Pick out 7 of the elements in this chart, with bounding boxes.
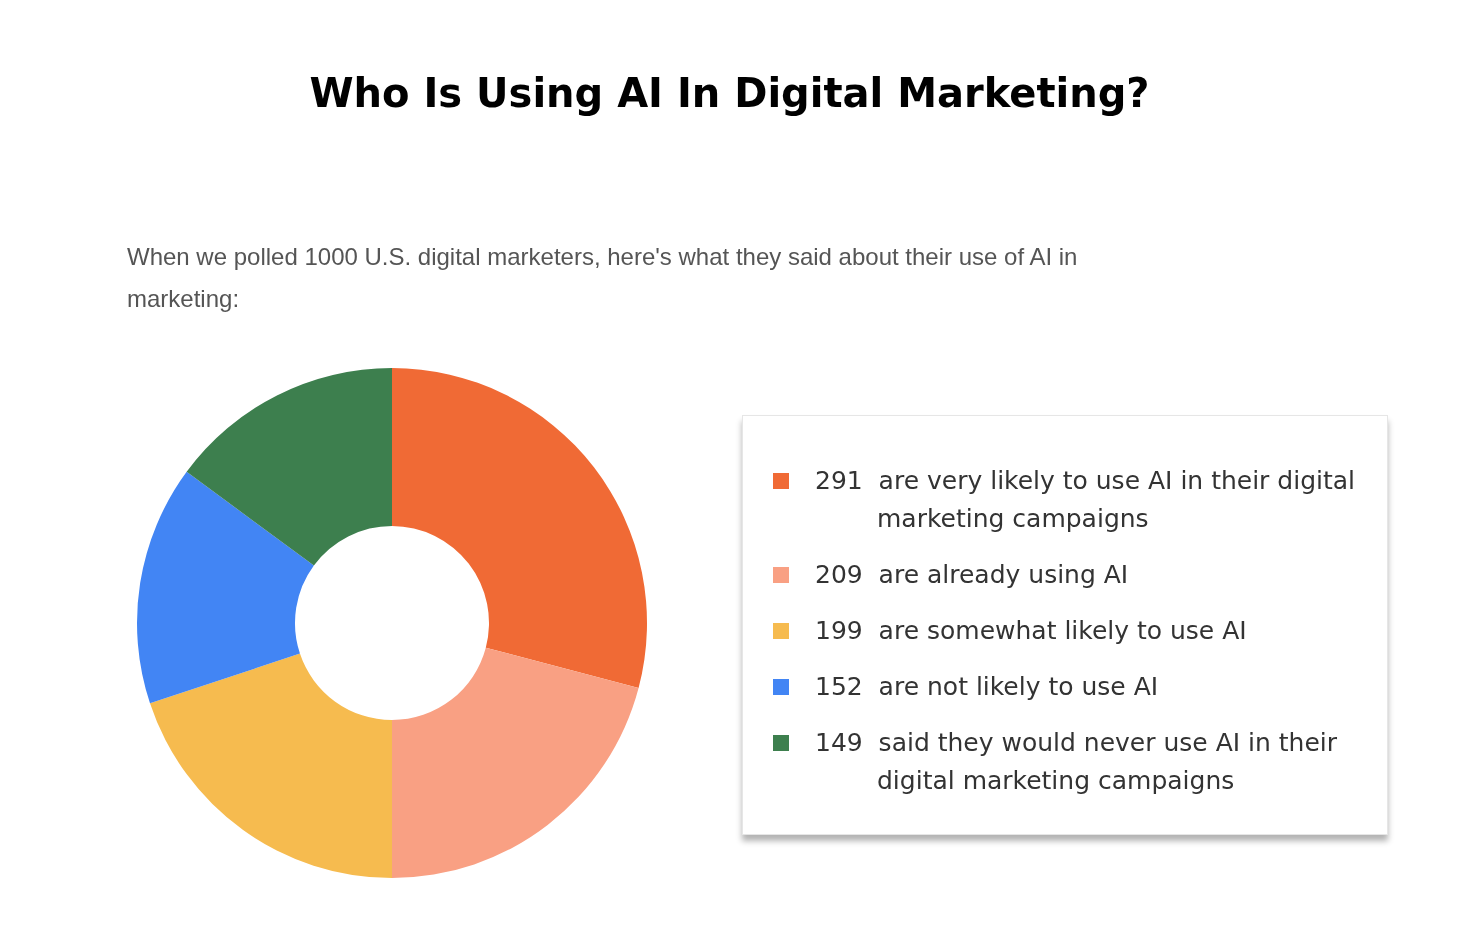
legend-label: 199 are somewhat likely to use AI xyxy=(815,615,1248,647)
chart-title: Who Is Using AI In Digital Marketing? xyxy=(309,70,1150,116)
legend-label: 291 are very likely to use AI in their digital marketing campaigns xyxy=(815,465,1357,535)
legend-label: 152 are not likely to use AI xyxy=(815,671,1160,703)
legend-label: 209 are already using AI xyxy=(815,559,1130,591)
legend-label: 149 said they would never use AI in their digital marketing campaigns xyxy=(815,727,1339,797)
chart-subtitle: When we polled 1000 U.S. digital marketers, here's what they said about their use of AI in marketing: xyxy=(127,242,1085,312)
